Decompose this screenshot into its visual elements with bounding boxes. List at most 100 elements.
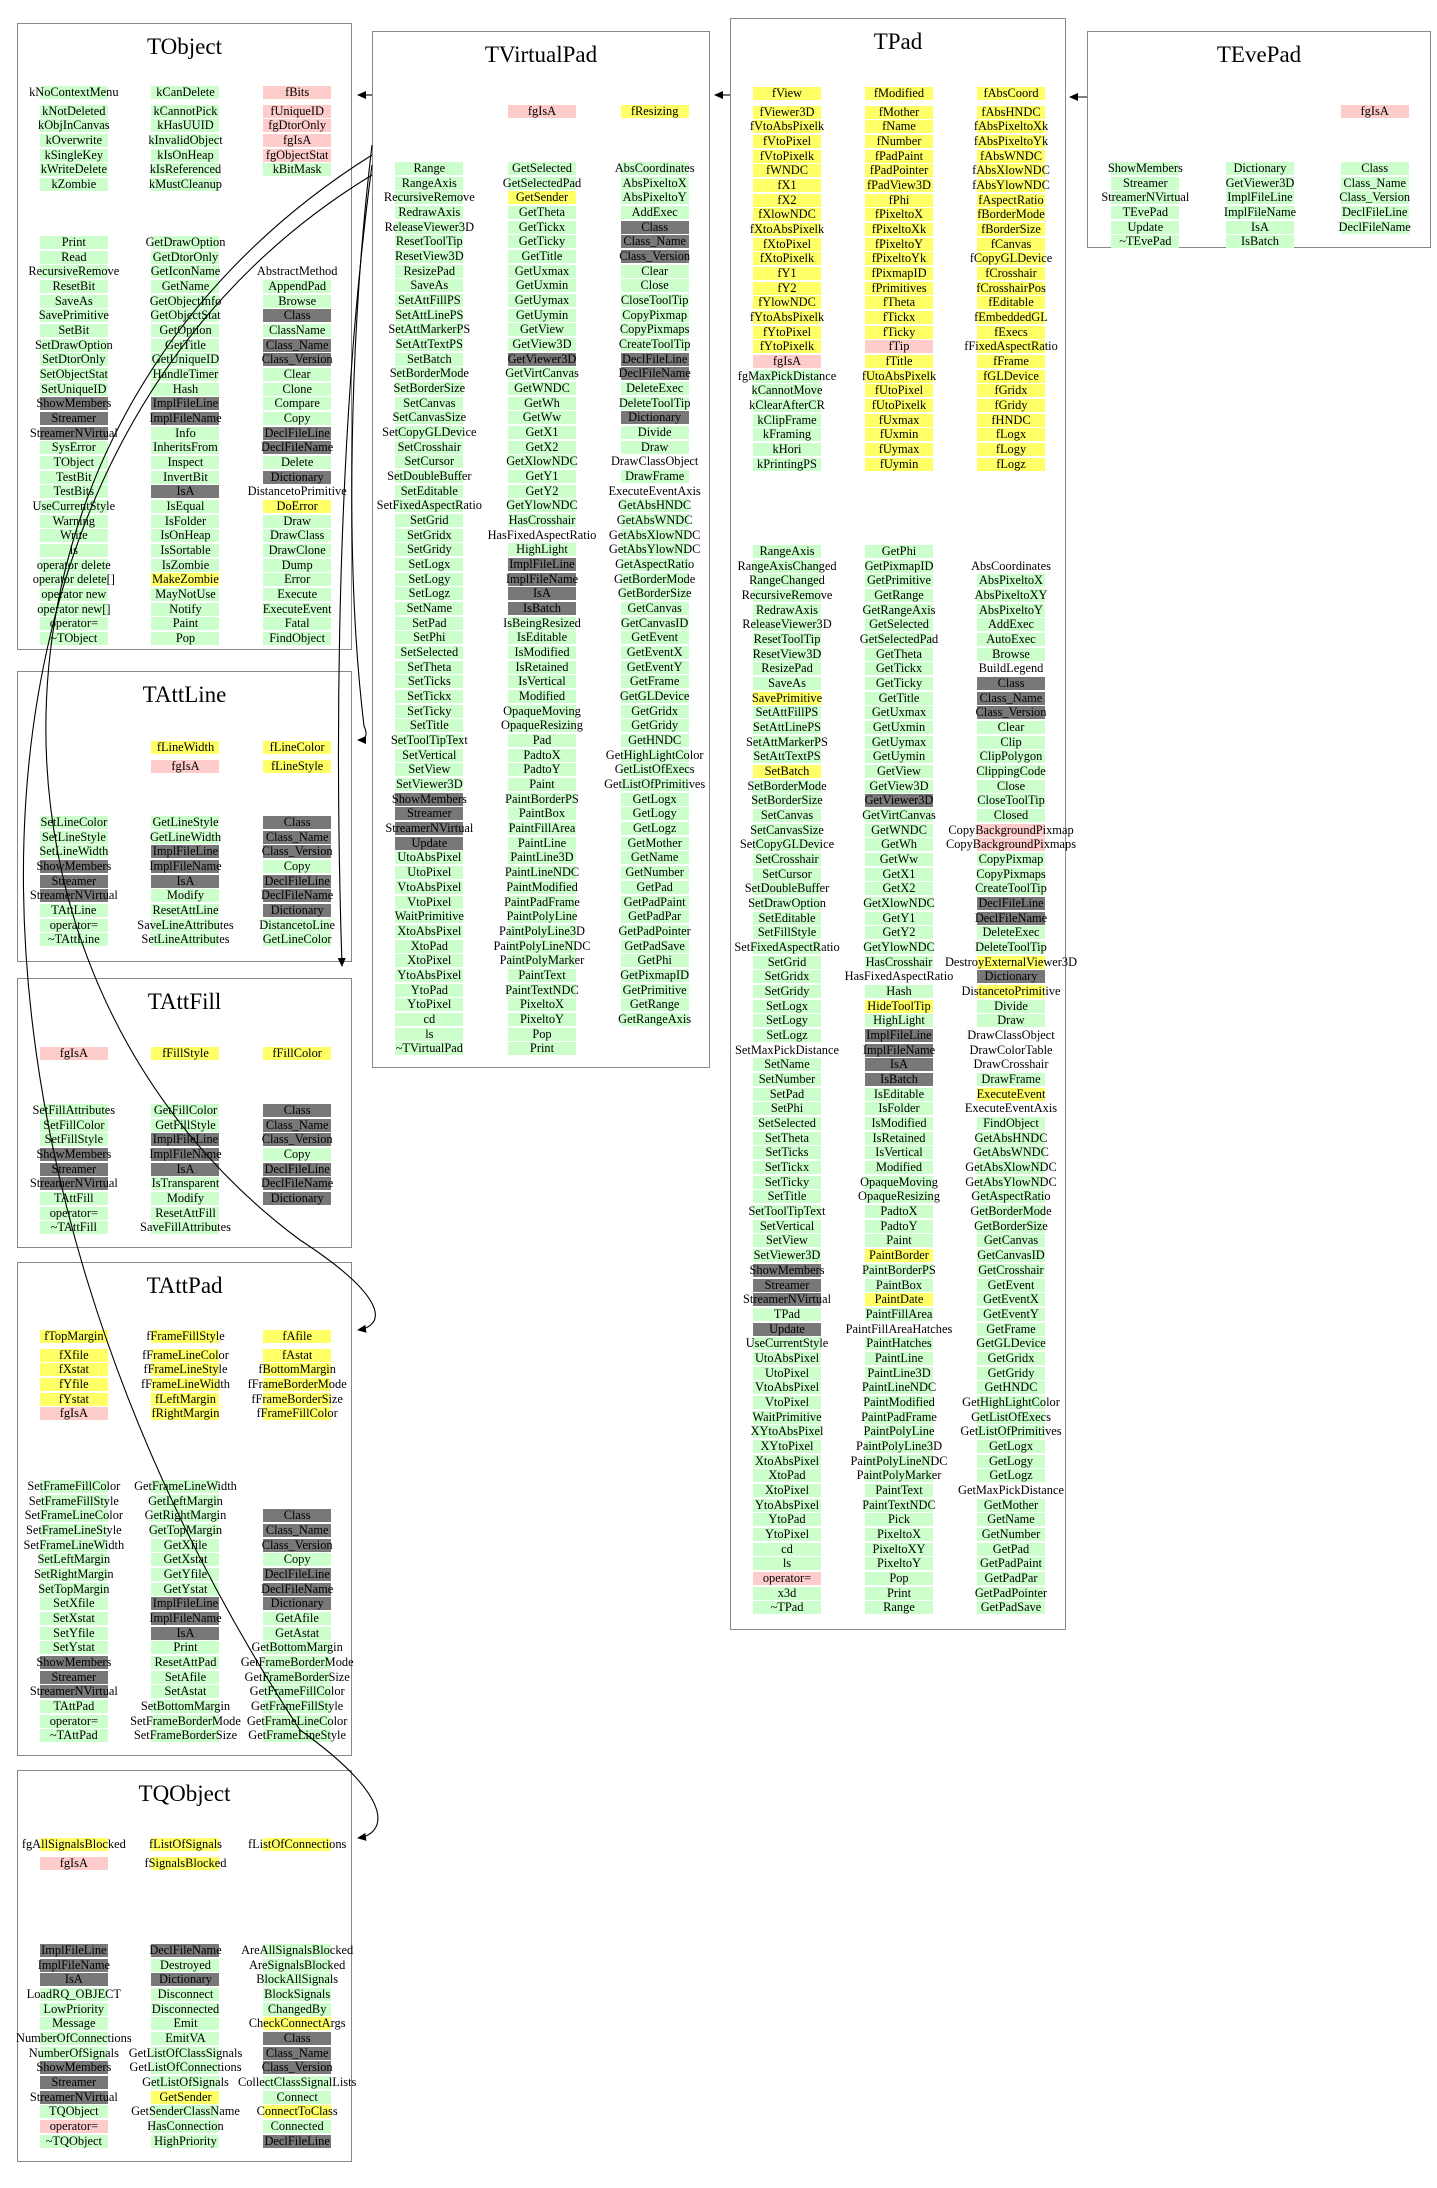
member-cell[interactable]: kBitMask: [241, 163, 353, 177]
method-cell[interactable]: GetGLDevice: [598, 690, 711, 704]
member-cell[interactable]: fViewer3D: [731, 105, 843, 119]
member-cell[interactable]: fYfile: [18, 1378, 130, 1391]
member-cell[interactable]: fNumber: [843, 135, 955, 148]
method-cell[interactable]: WaitPrimitive: [373, 910, 486, 924]
member-cell[interactable]: fResizing: [598, 105, 711, 118]
method-cell[interactable]: ShowMembers: [1088, 162, 1203, 175]
member-cell[interactable]: fMother: [843, 105, 955, 119]
method-cell[interactable]: PaintFillAreaHatches: [843, 1322, 955, 1336]
member-cell[interactable]: fLogy: [955, 443, 1067, 457]
method-cell[interactable]: SetFillStyle: [18, 1133, 130, 1147]
member-cell[interactable]: fUniqueID: [241, 104, 353, 118]
class-title[interactable]: TQObject: [138, 1781, 231, 1806]
member-cell[interactable]: fVtoAbsPixelk: [731, 120, 843, 134]
method-cell[interactable]: Pad: [486, 734, 599, 748]
member-cell[interactable]: fXtoPixelk: [731, 252, 843, 266]
method-cell[interactable]: GetBorderSize: [598, 587, 711, 601]
method-cell[interactable]: PaintPolyMarker: [843, 1469, 955, 1483]
method-cell[interactable]: ~TEvePad: [1088, 235, 1203, 249]
method-cell[interactable]: GetAspectRatio: [598, 558, 711, 572]
member-cell[interactable]: fName: [843, 120, 955, 134]
method-cell[interactable]: GetPad: [955, 1542, 1067, 1556]
method-cell[interactable]: operator delete[]: [18, 573, 130, 587]
method-cell[interactable]: CopyPixmaps: [955, 867, 1067, 881]
member-cell[interactable]: fPixeltoYk: [843, 252, 955, 266]
method-cell[interactable]: Connect: [241, 2090, 353, 2104]
member-cell[interactable]: fAbsXlowNDC: [955, 164, 1067, 178]
method-cell[interactable]: Class_Version: [241, 1538, 353, 1552]
method-cell[interactable]: AreSignalsBlocked: [241, 1958, 353, 1972]
method-cell[interactable]: PaintModified: [843, 1395, 955, 1409]
member-cell[interactable]: fTickx: [843, 311, 955, 325]
method-cell[interactable]: ImplFileLine: [130, 1597, 242, 1611]
member-cell[interactable]: fGridy: [955, 399, 1067, 413]
method-cell[interactable]: GetFillStyle: [130, 1118, 242, 1132]
method-cell[interactable]: RecursiveRemove: [373, 191, 486, 205]
method-cell[interactable]: XtoPixel: [731, 1483, 843, 1497]
method-cell[interactable]: IsRetained: [486, 660, 599, 674]
member-cell[interactable]: fgIsA: [18, 1407, 130, 1421]
member-cell[interactable]: fCopyGLDevice: [955, 252, 1067, 266]
method-cell[interactable]: SetObjectStat: [18, 368, 130, 382]
method-cell[interactable]: YtoAbsPixel: [731, 1498, 843, 1512]
method-cell[interactable]: StreamerNVirtual: [731, 1293, 843, 1307]
method-cell[interactable]: HasConnection: [130, 2120, 242, 2134]
method-cell[interactable]: SetXfile: [18, 1597, 130, 1611]
method-cell[interactable]: GetTheta: [486, 206, 599, 219]
method-cell[interactable]: PaintLineNDC: [843, 1381, 955, 1395]
method-cell[interactable]: GetHighLightColor: [955, 1395, 1067, 1409]
member-cell[interactable]: fAbsHNDC: [955, 105, 1067, 119]
method-cell[interactable]: Dictionary: [241, 904, 353, 918]
method-cell[interactable]: UseCurrentStyle: [18, 500, 130, 514]
member-cell[interactable]: fTicky: [843, 325, 955, 339]
method-cell[interactable]: ImplFileName: [130, 412, 242, 426]
method-cell[interactable]: RedrawAxis: [731, 603, 843, 617]
member-cell[interactable]: fX1: [731, 179, 843, 193]
method-cell[interactable]: SetTicky: [373, 704, 486, 718]
method-cell[interactable]: GetRangeAxis: [598, 1012, 711, 1026]
method-cell[interactable]: Streamer: [731, 1278, 843, 1292]
member-cell[interactable]: kClipFrame: [731, 413, 843, 427]
method-cell[interactable]: XYtoAbsPixel: [731, 1425, 843, 1439]
method-cell[interactable]: GetPadPar: [598, 910, 711, 924]
method-cell[interactable]: SetPhi: [373, 631, 486, 645]
method-cell[interactable]: GetRange: [598, 998, 711, 1012]
method-cell[interactable]: operator=: [18, 617, 130, 631]
method-cell[interactable]: operator=: [18, 1206, 130, 1220]
method-cell[interactable]: SetFrameLineStyle: [18, 1524, 130, 1537]
method-cell[interactable]: CreateToolTip: [955, 882, 1067, 896]
method-cell[interactable]: PaintBorderPS: [843, 1263, 955, 1277]
method-cell[interactable]: ReleaseViewer3D: [731, 618, 843, 632]
method-cell[interactable]: operator=: [731, 1571, 843, 1585]
method-cell[interactable]: Paint: [130, 617, 242, 631]
method-cell[interactable]: TAttPad: [18, 1700, 130, 1714]
member-cell[interactable]: fWNDC: [731, 164, 843, 178]
method-cell[interactable]: EmitVA: [130, 2032, 242, 2046]
member-cell[interactable]: kSingleKey: [18, 148, 130, 162]
method-cell[interactable]: SetLogy: [731, 1014, 843, 1028]
method-cell[interactable]: YtoPad: [373, 983, 486, 997]
method-cell[interactable]: SetCrosshair: [731, 853, 843, 867]
method-cell[interactable]: Streamer: [18, 2076, 130, 2090]
method-cell[interactable]: GetIconName: [130, 265, 242, 279]
method-cell[interactable]: VtoPixel: [731, 1395, 843, 1409]
method-cell[interactable]: Close: [955, 779, 1067, 793]
method-cell[interactable]: PixeltoY: [486, 1012, 599, 1026]
method-cell[interactable]: PaintPadFrame: [843, 1410, 955, 1424]
member-cell[interactable]: fFillColor: [241, 1047, 353, 1060]
member-cell[interactable]: fgIsA: [18, 1047, 130, 1060]
method-cell[interactable]: PaintPolyMarker: [486, 954, 599, 968]
method-cell[interactable]: InheritsFrom: [130, 441, 242, 455]
method-cell[interactable]: GetY1: [486, 470, 599, 484]
method-cell[interactable]: PaintText: [486, 968, 599, 982]
method-cell[interactable]: Print: [18, 236, 130, 249]
method-cell[interactable]: SetCopyGLDevice: [731, 838, 843, 852]
method-cell[interactable]: SaveFillAttributes: [130, 1221, 242, 1235]
member-cell[interactable]: fPadView3D: [843, 179, 955, 193]
method-cell[interactable]: DrawFrame: [955, 1073, 1067, 1087]
method-cell[interactable]: ImplFileLine: [18, 1944, 130, 1957]
method-cell[interactable]: Copy: [241, 1148, 353, 1161]
method-cell[interactable]: GetWNDC: [486, 382, 599, 396]
method-cell[interactable]: UtoAbsPixel: [373, 851, 486, 865]
method-cell[interactable]: BuildLegend: [955, 662, 1067, 675]
